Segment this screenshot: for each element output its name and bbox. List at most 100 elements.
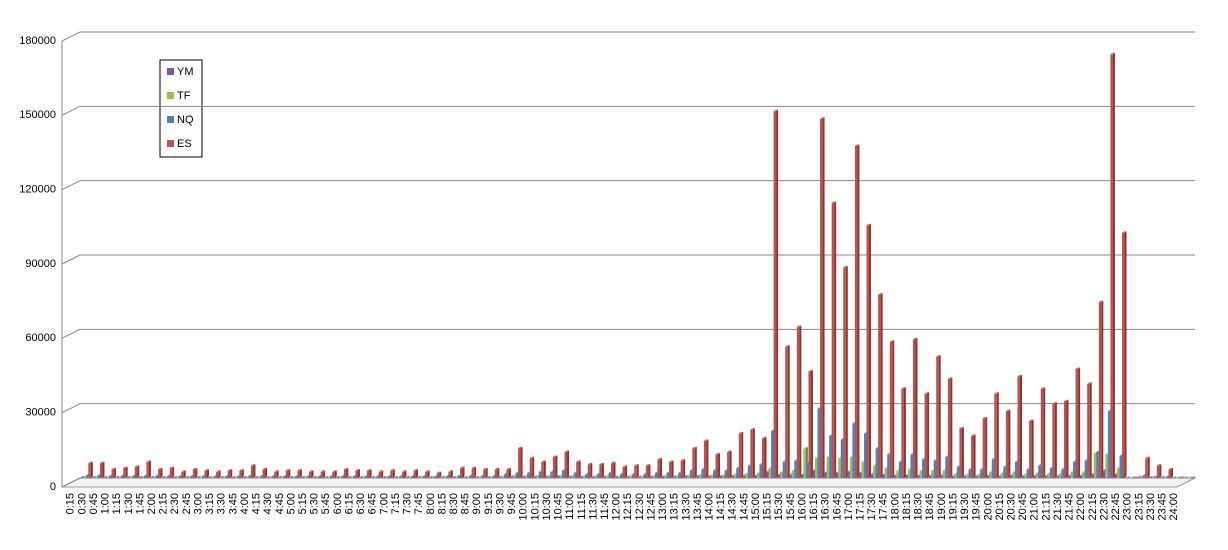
bar-face [592, 477, 595, 478]
bar-face [957, 467, 960, 478]
bar [100, 462, 105, 478]
x-tick-label: 0:45 [88, 493, 100, 514]
bar-face [1154, 477, 1157, 478]
x-tick-label: 6:45 [367, 493, 379, 514]
bar-face [655, 473, 658, 478]
bar-face [745, 474, 748, 478]
bar-face [567, 450, 569, 478]
grid-line [62, 106, 80, 115]
bar [657, 458, 662, 478]
legend-swatch [167, 140, 174, 147]
bar-face [350, 477, 353, 478]
bar-face [545, 477, 548, 478]
bar-face [367, 471, 370, 478]
bar-face [887, 454, 890, 478]
bar-face [1064, 401, 1067, 478]
bar-face [374, 477, 377, 478]
x-tick-label: 23:45 [1156, 493, 1168, 521]
bar-face [846, 266, 848, 478]
bar-face [997, 392, 999, 478]
bar-face [812, 471, 815, 478]
bar [425, 470, 430, 478]
bar-face [393, 469, 395, 478]
bar-face [1003, 467, 1006, 478]
legend-swatch [167, 68, 174, 75]
bar-face [318, 477, 321, 478]
bar-face [917, 476, 920, 478]
bar-face [132, 476, 135, 478]
bar [971, 434, 976, 478]
bar-face [463, 467, 465, 478]
bar-face [172, 467, 174, 478]
bar-face [985, 417, 987, 478]
bar-face [1027, 469, 1030, 478]
bar [506, 468, 511, 478]
bar-face [771, 431, 774, 478]
bar [588, 463, 593, 478]
x-tick-label: 2:30 [169, 493, 181, 514]
bar [1099, 301, 1104, 478]
bar-face [925, 394, 928, 478]
bar-face [852, 423, 855, 478]
bar-face [474, 467, 476, 478]
bar-face [1066, 400, 1068, 478]
bar-face [1159, 464, 1161, 478]
bar-face [627, 477, 630, 478]
bar [274, 470, 279, 478]
x-tick-label: 0:30 [76, 493, 88, 514]
grid-line [62, 329, 80, 338]
x-tick-label: 14:30 [727, 493, 739, 521]
bar-face [741, 432, 743, 478]
x-tick-label: 12:15 [622, 493, 634, 521]
x-tick-label: 10:45 [553, 493, 565, 521]
bar [541, 460, 546, 478]
bar-face [834, 201, 836, 478]
bar-face [867, 225, 870, 478]
bar-face [829, 436, 832, 478]
bar-face [720, 477, 723, 478]
bar-face [102, 462, 104, 478]
bar-face [615, 477, 618, 478]
x-tick-label: 9:45 [506, 493, 518, 514]
bar-face [939, 355, 941, 478]
bar-face [510, 477, 513, 478]
bar-face [332, 472, 335, 478]
bar-face [1032, 420, 1034, 478]
bar-face [483, 469, 486, 478]
bar-face [237, 477, 240, 478]
grid-line [62, 404, 80, 413]
bar [750, 428, 755, 478]
bar-face [894, 476, 897, 478]
x-tick-label: 4:30 [262, 493, 274, 514]
bar-face [1047, 474, 1050, 478]
bar [1052, 402, 1057, 478]
bar [483, 468, 488, 478]
bar-face [486, 468, 488, 478]
bar-face [472, 468, 475, 478]
bar-face [539, 472, 542, 478]
bar-face [1068, 476, 1071, 478]
bar-face [1145, 458, 1148, 478]
bar-face [1010, 476, 1013, 478]
x-tick-label: 8:15 [436, 493, 448, 514]
bar [112, 468, 117, 478]
grid-line [62, 181, 80, 190]
bar-face [321, 472, 324, 478]
x-tick-label: 20:00 [982, 493, 994, 521]
bar-face [815, 458, 818, 478]
bar-face [789, 475, 792, 478]
x-tick-label: 20:15 [994, 493, 1006, 521]
x-tick-label: 23:15 [1133, 493, 1145, 521]
bar-face [847, 472, 850, 478]
x-tick-label: 13:45 [692, 493, 704, 521]
bar-face [892, 340, 894, 478]
bar-face [1114, 474, 1117, 478]
x-tick-label: 15:45 [785, 493, 797, 521]
bar-face [443, 477, 446, 478]
bar-face [562, 471, 565, 478]
x-tick-label: 23:30 [1145, 493, 1157, 521]
bar-face [1120, 456, 1123, 478]
bar-face [608, 473, 611, 478]
x-tick-label: 13:00 [657, 493, 669, 521]
bar [437, 472, 442, 478]
